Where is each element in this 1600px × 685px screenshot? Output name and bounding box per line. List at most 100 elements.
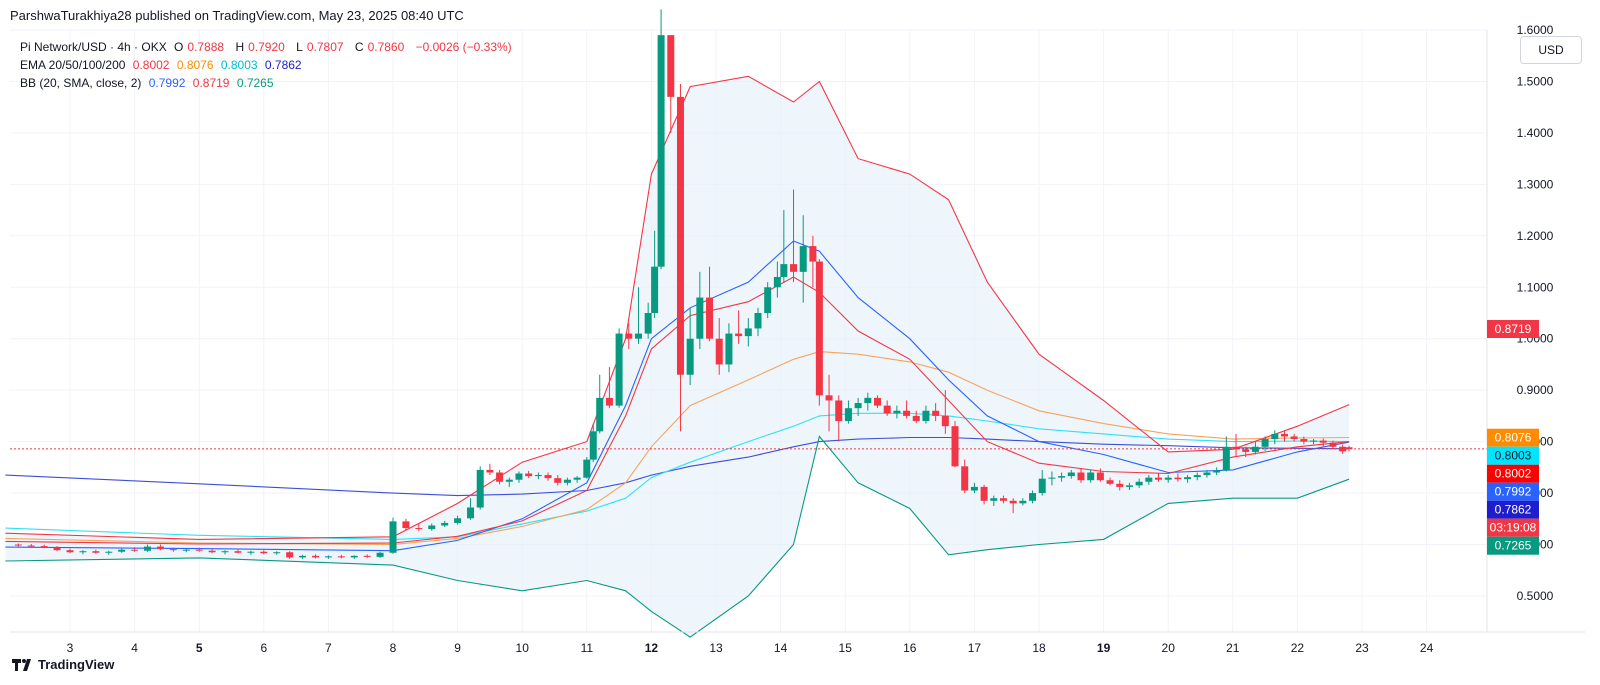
- candle: [725, 323, 733, 373]
- candle-body: [903, 410, 911, 416]
- candle: [696, 271, 704, 350]
- x-tick-label: 21: [1226, 641, 1240, 655]
- candle: [1251, 441, 1259, 455]
- price-label: 0.8719: [1487, 320, 1539, 338]
- y-tick-label: 1.1000: [1517, 280, 1554, 294]
- candle-body: [1135, 481, 1143, 486]
- candle-body: [376, 552, 384, 557]
- candle-body: [815, 261, 823, 396]
- candle: [105, 550, 113, 555]
- ema100-value: 0.8003: [220, 58, 258, 72]
- x-tick-label: 23: [1355, 641, 1369, 655]
- candle: [686, 307, 694, 386]
- candle: [515, 471, 523, 483]
- symbol-row[interactable]: Pi Network/USD · 4h · OKX O 0.7888 H 0.792…: [20, 38, 516, 56]
- candle: [999, 495, 1007, 504]
- candle: [1019, 498, 1027, 506]
- candle-body: [657, 35, 665, 267]
- candle: [706, 266, 714, 342]
- price-label: 0.7862: [1487, 500, 1539, 519]
- candle-body: [53, 547, 61, 551]
- ema20-line: [5, 276, 1350, 545]
- ema20-value: 0.8002: [132, 58, 170, 72]
- candle-body: [428, 525, 436, 530]
- candle: [874, 395, 881, 409]
- currency-button[interactable]: USD: [1520, 36, 1582, 64]
- candle: [1135, 478, 1143, 488]
- candle-body: [363, 555, 371, 557]
- candle-body: [534, 475, 542, 477]
- candle: [1106, 477, 1114, 486]
- candle: [1096, 468, 1104, 482]
- candle-body: [754, 312, 762, 329]
- candle-body: [286, 552, 294, 558]
- candle: [1058, 472, 1066, 482]
- candle: [40, 544, 48, 549]
- candle: [1145, 475, 1153, 485]
- candle-body: [583, 459, 591, 478]
- candle: [799, 215, 807, 303]
- candle: [764, 282, 772, 319]
- candle: [554, 475, 562, 486]
- price-label: 03:19:08: [1487, 518, 1539, 537]
- candle-body: [389, 521, 397, 553]
- symbol-name: Pi Network/USD · 4h · OKX: [20, 40, 167, 54]
- candle-body: [780, 264, 788, 277]
- ema-row[interactable]: EMA 20/50/100/200 0.8002 0.8076 0.8003 0…: [20, 56, 516, 74]
- candle-body: [980, 486, 988, 501]
- candle-body: [1271, 433, 1279, 440]
- candle: [1329, 440, 1337, 450]
- candle: [496, 469, 504, 485]
- tradingview-icon: [12, 658, 31, 671]
- candle: [27, 544, 35, 548]
- x-tick-label: 3: [67, 641, 74, 655]
- tradingview-logo[interactable]: TradingView: [12, 657, 114, 672]
- candle: [773, 261, 781, 298]
- x-tick-label: 19: [1097, 641, 1111, 655]
- candle: [1271, 430, 1279, 445]
- candle: [961, 459, 969, 494]
- price-label: 0.8002: [1487, 464, 1539, 483]
- candle-body: [1329, 442, 1337, 447]
- candle: [676, 84, 684, 432]
- candle: [1242, 446, 1250, 458]
- candle: [324, 555, 332, 559]
- y-tick-label: 0.5000: [1517, 589, 1554, 603]
- candle-body: [1242, 449, 1250, 452]
- candle-body: [589, 431, 597, 460]
- candle: [941, 390, 949, 434]
- candle: [912, 410, 920, 424]
- candle: [1184, 475, 1192, 483]
- candle-body: [169, 549, 177, 551]
- candle: [744, 318, 752, 347]
- candle-body: [415, 528, 423, 530]
- ohlc-close: C 0.7860: [354, 40, 405, 54]
- candle: [221, 550, 229, 555]
- candle: [441, 520, 449, 528]
- candle: [195, 547, 203, 552]
- candle-body: [563, 479, 571, 483]
- candle-body: [990, 498, 998, 501]
- ema200-line: [5, 436, 1350, 497]
- candle: [156, 544, 164, 551]
- x-tick-label: 6: [260, 641, 267, 655]
- candle-body: [874, 397, 881, 406]
- candle-body: [525, 473, 533, 477]
- candle: [844, 400, 852, 424]
- candle-body: [1280, 433, 1288, 437]
- x-tick-label: 18: [1032, 641, 1046, 655]
- candle: [337, 554, 345, 559]
- candle-body: [764, 287, 772, 313]
- candle-body: [1203, 472, 1211, 476]
- candle-body: [105, 551, 113, 553]
- candle-body: [854, 403, 862, 409]
- candle: [1280, 431, 1288, 442]
- candle-body: [605, 397, 613, 406]
- price-label: 0.7992: [1487, 482, 1539, 501]
- bb-row[interactable]: BB (20, SMA, close, 2) 0.7992 0.8719 0.7…: [20, 74, 516, 92]
- x-tick-label: 10: [516, 641, 530, 655]
- candle-body: [515, 473, 523, 480]
- candle-body: [615, 333, 623, 406]
- candle: [544, 472, 552, 481]
